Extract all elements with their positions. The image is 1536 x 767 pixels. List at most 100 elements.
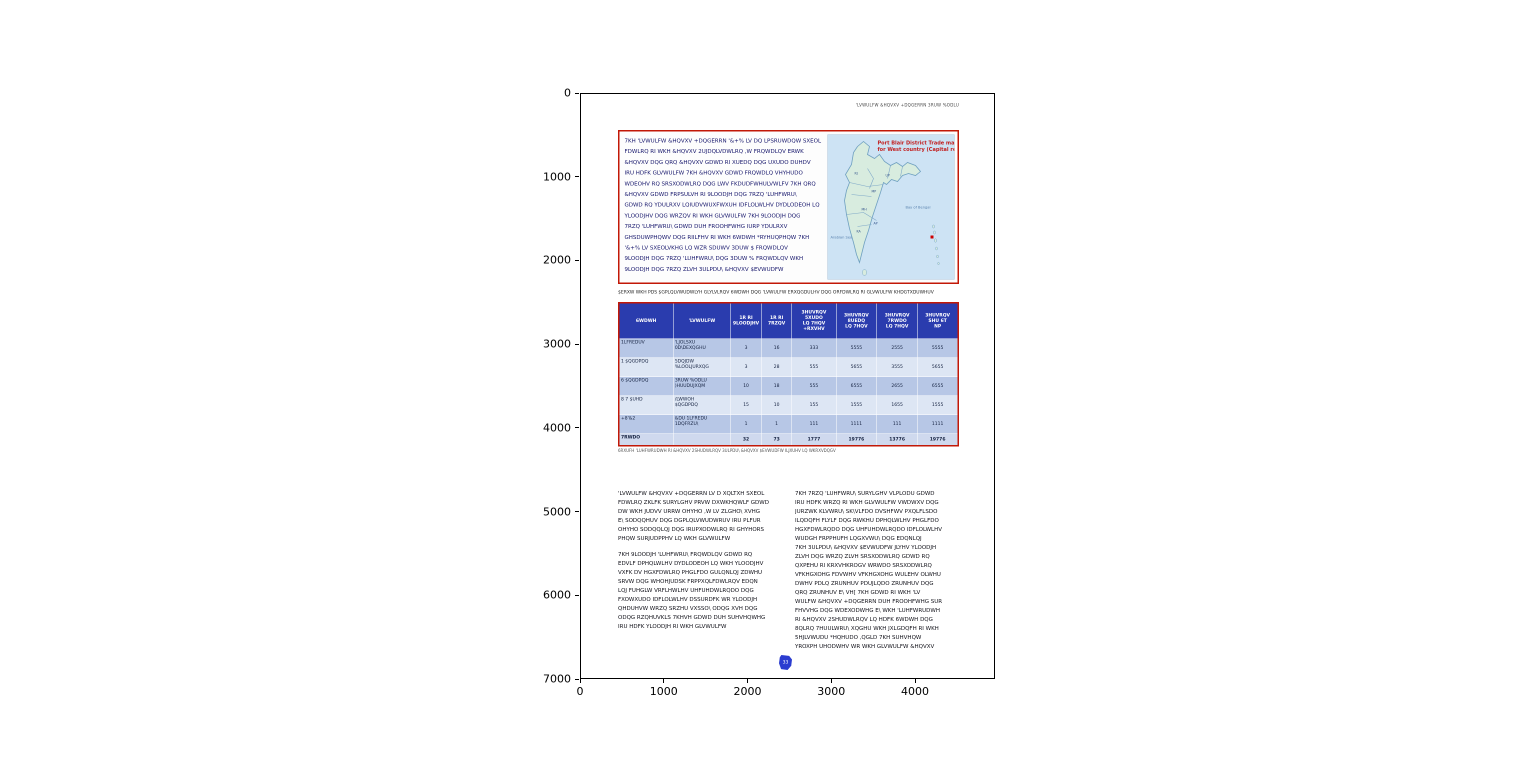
cell-line: 1DQFRZU\ bbox=[674, 421, 699, 427]
intro-line: &HQVXV DQG QRQ &HQVXV GDWD RI XUEDQ DQG … bbox=[624, 158, 811, 166]
x-tick-mark bbox=[663, 679, 665, 683]
table-header-cell: 3HUVRQV 7RWDO LQ 7HQV bbox=[876, 302, 918, 339]
intro-line: YLOODJHV DQG WRZQV RI WKH GLVWULFW 7KH 9… bbox=[624, 212, 801, 219]
table-cell: 19776 bbox=[917, 433, 959, 446]
table-cell: 6 $QGDPDQ bbox=[618, 376, 674, 396]
y-tick-label: 0 bbox=[564, 86, 571, 100]
table-cell: 1 $QGDPDQ bbox=[618, 357, 674, 377]
table-header-cell: 6WDWH bbox=[618, 302, 674, 339]
cell-line: /LWWOH bbox=[674, 397, 695, 402]
body-line: SRVW DQG WHOHJUDSK FRPPXQLFDWLRQV EDQN bbox=[618, 578, 758, 585]
cell-line: 1 $QGDPDQ bbox=[621, 359, 649, 364]
paragraph: 7KH 9LOODJH 'LUHFWRU\ FRQWDLQV GDWD RQ ED… bbox=[618, 550, 782, 631]
cell-line: 3 bbox=[744, 345, 748, 351]
y-tick-mark bbox=[575, 92, 579, 94]
table-row: 1 $QGDPDQ 5DQJDW %LOOLJURXQG 3 28 555 5655 3555… bbox=[618, 357, 959, 377]
table-header-cell: 1R RI 7RZQV bbox=[761, 302, 793, 339]
svg-text:RJ: RJ bbox=[855, 172, 858, 176]
cell-line: 111 bbox=[809, 421, 819, 427]
header-line: 3HUVRQV bbox=[925, 312, 951, 318]
x-tick-mark bbox=[830, 679, 832, 683]
cell-line: 1555 bbox=[850, 402, 863, 408]
table-cell: 555 bbox=[791, 376, 837, 396]
header-line: 6WDWH bbox=[635, 318, 657, 324]
cell-line: 10 bbox=[773, 402, 780, 408]
table-header: 6WDWH 'LVWULFW 1R RI 9LOODJHV 1R RI 7RZQV 3HUV… bbox=[618, 302, 959, 339]
x-tick-label: 2000 bbox=[733, 685, 762, 698]
body-line: FDWLRQ ZKLFK SURYLGHV PRVW DXWKHQWLF GDW… bbox=[618, 499, 769, 506]
india-map-svg: RJ MP MH AP KA UP Arabian Sea Bay of Bengal bbox=[827, 134, 962, 280]
cell-line: 5555 bbox=[850, 345, 863, 351]
table-cell: 19776 bbox=[835, 433, 878, 446]
table-cell: 7RWDO bbox=[618, 433, 674, 446]
table-cell: 5555 bbox=[835, 338, 878, 358]
page-header-note: 'LVWULFW &HQVXV +DQGERRN 3RUW %ODLU bbox=[855, 103, 959, 108]
cell-line: 333 bbox=[809, 345, 819, 351]
table-cell: 333 bbox=[791, 338, 837, 358]
paragraph: 7KH 7RZQ 'LUHFWRU\ SURYLGHV VLPLODU GDWD… bbox=[795, 489, 959, 651]
table-cell: 1 bbox=[730, 414, 762, 434]
table-cell: 5655 bbox=[917, 357, 959, 377]
cell-line: 1111 bbox=[850, 421, 863, 427]
header-line: SHU 6T bbox=[928, 318, 947, 324]
y-tick-label: 3000 bbox=[543, 337, 571, 351]
body-line: 7KH 9LOODJH 'LUHFWRU\ FRQWDLQV GDWD RQ bbox=[618, 551, 753, 558]
body-line: DW WKH JUDVV URRW OHYHO ,W LV ZLGHO\ XVH… bbox=[618, 508, 761, 515]
cell-line: &DU 1LFREDU bbox=[674, 416, 708, 421]
table-source-note: 6RXUFH 'LUHFWRUDWH RI &HQVXV 2SHUDWLRQV … bbox=[618, 448, 836, 454]
header-line: 5XUDO bbox=[805, 315, 823, 321]
intro-line: &HQVXV GDWD FRPSULVH RI 9LOODJH DQG 7RZQ… bbox=[624, 191, 797, 198]
intro-line: 9LOODJH DQG 7RZQ ZLVH 3ULPDU\ &HQVXV $EV… bbox=[624, 265, 784, 273]
cell-line: 3555 bbox=[891, 364, 903, 370]
body-line: QHDUHVW WRZQ SRZHU VXSSO\ ODQG XVH DQG bbox=[618, 605, 758, 612]
table-cell: 155 bbox=[791, 395, 837, 415]
svg-text:MH: MH bbox=[862, 208, 868, 212]
india-map: RJ MP MH AP KA UP Arabian Sea Bay of Bengal bbox=[827, 134, 962, 280]
table-cell: 3 bbox=[730, 338, 762, 358]
cell-line: +8'&2 bbox=[621, 416, 636, 421]
table-cell: 5555 bbox=[917, 338, 959, 358]
table-cell: 2555 bbox=[876, 338, 918, 358]
district-table: 6WDWH 'LVWULFW 1R RI 9LOODJHV 1R RI 7RZQV 3HUV… bbox=[618, 302, 959, 447]
table-header-cell: 3HUVRQV SHU 6T NP bbox=[917, 302, 959, 339]
y-tick-label: 7000 bbox=[543, 672, 571, 686]
cell-line: 3 bbox=[744, 364, 748, 370]
table-cell: 6555 bbox=[835, 376, 878, 396]
intro-line: '&+% LV SXEOLVKHG LQ WZR SDUWV 3DUW $ FR… bbox=[624, 244, 788, 252]
table-cell: 2655 bbox=[876, 376, 918, 396]
table-cell: 555 bbox=[791, 357, 837, 377]
body-line: LQJ FUHGLW VRFLHWLHV UHFUHDWLRQDO DQG bbox=[618, 587, 754, 594]
map-red-marker bbox=[930, 235, 934, 239]
cell-line: 32 bbox=[742, 436, 750, 442]
cell-line: 6555 bbox=[850, 383, 863, 389]
table-row: 7RWDO 32 73 1777 19776 13776 19776 bbox=[618, 433, 959, 446]
cell-line: 5DQJDW bbox=[674, 359, 694, 364]
emblem-stamp: 33 bbox=[779, 655, 792, 670]
intro-line: 7RZQ 'LUHFWRU\ GDWD DUH FROOHFWHG IURP Y… bbox=[624, 223, 788, 230]
intro-line: GDWD RQ YDULRXV LQIUDVWUXFWXUH IDFLOLWLH… bbox=[624, 201, 820, 209]
x-tick-mark bbox=[914, 679, 916, 683]
cell-line: 'LJOLSXU bbox=[674, 340, 696, 345]
table-header-cell: 1R RI 9LOODJHV bbox=[730, 302, 762, 339]
table-cell: 1 bbox=[761, 414, 793, 434]
table-cell: /LWWOH $QGDPDQ bbox=[672, 395, 732, 415]
intro-line: FDWLRQ RI WKH &HQVXV 2UJDQLVDWLRQ ,W FRQ… bbox=[624, 148, 804, 155]
table-cell: 10 bbox=[730, 376, 762, 396]
cell-line: 5655 bbox=[931, 364, 944, 370]
cell-line: 16 bbox=[773, 345, 780, 351]
cell-line: 15 bbox=[743, 402, 749, 408]
cell-line: 13776 bbox=[889, 436, 905, 442]
cell-line: 2555 bbox=[891, 345, 903, 351]
table-cell: 1LFREDUV bbox=[618, 338, 674, 358]
cell-line: 19776 bbox=[929, 436, 946, 442]
table-header-cell: 3HUVRQV 8UEDQ LQ 7HQV bbox=[835, 302, 878, 339]
intro-line: 7KH 'LVWULFW &HQVXV +DQGERRN '&+% LV DQ … bbox=[624, 137, 822, 145]
body-line: 7KH 7RZQ 'LUHFWRU\ SURYLGHV VLPLODU GDWD bbox=[795, 490, 935, 497]
body-line: QXPEHU RI KRXVHKROGV WRWDO SRSXODWLRQ bbox=[795, 562, 932, 569]
svg-text:AP: AP bbox=[874, 222, 878, 226]
table-row: 1LFREDUV 'LJOLSXU 0D\DEXQGHU 3 16 333 5555 2555… bbox=[618, 338, 959, 358]
table-cell: 32 bbox=[730, 433, 762, 446]
table-cell: &DU 1LFREDU 1DQFRZU\ bbox=[672, 414, 732, 434]
table-cell: 8 7 $UHD bbox=[618, 395, 674, 415]
table-cell bbox=[672, 433, 732, 446]
